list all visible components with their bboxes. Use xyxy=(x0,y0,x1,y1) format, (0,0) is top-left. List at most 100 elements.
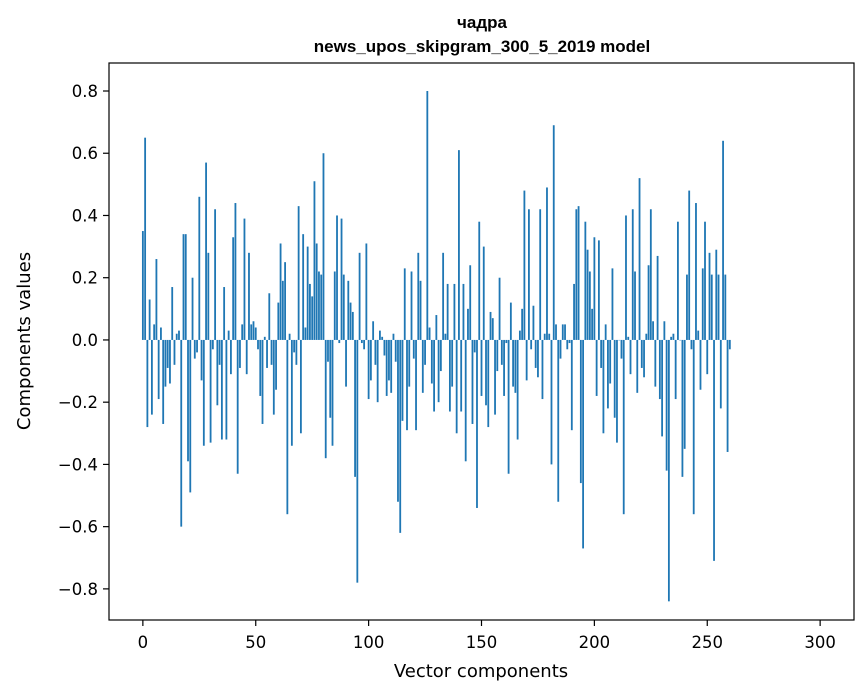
x-tick-label: 300 xyxy=(804,633,836,652)
bar-19 xyxy=(184,234,187,340)
bar-235 xyxy=(672,333,675,340)
bar-233 xyxy=(667,339,670,602)
bar-132 xyxy=(439,339,442,372)
bar-72 xyxy=(304,327,307,340)
bar-114 xyxy=(399,339,402,533)
bar-73 xyxy=(306,246,309,340)
bar-27 xyxy=(202,339,205,446)
bar-252 xyxy=(710,274,713,340)
bar-43 xyxy=(239,339,241,368)
bar-42 xyxy=(236,339,239,474)
bar-109 xyxy=(388,339,390,381)
bar-77 xyxy=(315,243,318,340)
bars-group xyxy=(141,91,731,602)
bar-74 xyxy=(309,283,311,340)
bar-131 xyxy=(437,339,440,403)
bar-175 xyxy=(537,339,539,378)
bar-57 xyxy=(270,339,273,365)
bar-170 xyxy=(525,339,528,381)
bar-40 xyxy=(232,237,235,340)
bar-215 xyxy=(627,336,630,340)
bar-20 xyxy=(187,339,189,462)
bar-98 xyxy=(363,339,366,350)
bar-157 xyxy=(496,339,499,372)
bar-187 xyxy=(564,324,566,340)
bar-29 xyxy=(207,252,210,340)
bar-83 xyxy=(329,339,332,418)
y-axis-label: Components values xyxy=(14,252,35,430)
y-tick-label: 0.4 xyxy=(72,206,98,225)
bar-65 xyxy=(288,333,291,340)
bar-166 xyxy=(516,339,519,440)
bar-255 xyxy=(717,274,720,340)
bar-249 xyxy=(704,221,706,340)
bar-13 xyxy=(171,287,174,340)
bar-96 xyxy=(358,252,361,340)
bar-60 xyxy=(277,302,280,340)
bar-50 xyxy=(254,327,257,340)
bar-32 xyxy=(214,209,217,340)
bar-24 xyxy=(196,339,198,353)
bar-99 xyxy=(365,243,368,340)
bar-102 xyxy=(372,321,375,340)
bar-224 xyxy=(647,265,650,340)
bar-171 xyxy=(528,209,530,340)
y-tick-label: 0.2 xyxy=(72,269,98,288)
bar-75 xyxy=(311,296,314,340)
bar-48 xyxy=(250,324,253,340)
bar-124 xyxy=(421,339,424,393)
bar-113 xyxy=(397,339,399,502)
bar-104 xyxy=(376,339,379,403)
bar-227 xyxy=(654,339,657,387)
bar-84 xyxy=(331,339,334,446)
bar-37 xyxy=(225,339,228,440)
x-tick-label: 200 xyxy=(579,633,611,652)
bar-149 xyxy=(478,221,481,340)
bar-169 xyxy=(523,190,526,340)
bar-181 xyxy=(550,339,553,465)
bar-128 xyxy=(430,339,433,384)
bar-186 xyxy=(561,324,564,340)
bar-248 xyxy=(701,268,704,340)
bar-80 xyxy=(322,153,325,340)
bar-205 xyxy=(604,324,607,340)
bar-135 xyxy=(446,283,449,340)
bar-107 xyxy=(383,339,386,356)
bar-201 xyxy=(595,339,598,396)
bar-16 xyxy=(178,330,180,340)
bar-17 xyxy=(180,339,183,527)
bar-177 xyxy=(541,339,544,400)
y-tick-label: −0.6 xyxy=(58,518,98,537)
bar-195 xyxy=(582,339,584,549)
bar-87 xyxy=(338,339,341,344)
bar-191 xyxy=(573,283,575,340)
bar-123 xyxy=(419,280,422,340)
bar-119 xyxy=(410,271,413,340)
x-tick-label: 50 xyxy=(245,633,266,652)
bar-240 xyxy=(683,339,686,449)
bar-151 xyxy=(482,246,485,340)
bar-258 xyxy=(724,274,727,340)
bar-30 xyxy=(209,339,212,443)
x-tick-label: 0 xyxy=(138,633,149,652)
bar-91 xyxy=(347,280,350,340)
bar-86 xyxy=(336,215,338,340)
bar-15 xyxy=(175,333,178,340)
bar-257 xyxy=(722,140,724,340)
y-tick-label: −0.2 xyxy=(58,393,98,412)
bar-53 xyxy=(261,339,264,424)
bar-62 xyxy=(281,280,284,340)
bar-21 xyxy=(189,339,192,493)
bar-228 xyxy=(656,255,659,340)
bar-94 xyxy=(354,339,356,477)
bar-221 xyxy=(640,339,643,368)
bar-101 xyxy=(369,339,372,381)
bar-71 xyxy=(302,234,305,340)
bar-239 xyxy=(681,339,684,477)
bar-146 xyxy=(471,339,474,424)
bar-152 xyxy=(485,339,487,406)
bar-31 xyxy=(211,339,214,350)
bar-204 xyxy=(602,339,605,434)
bar-199 xyxy=(591,308,594,340)
bar-66 xyxy=(290,339,293,446)
